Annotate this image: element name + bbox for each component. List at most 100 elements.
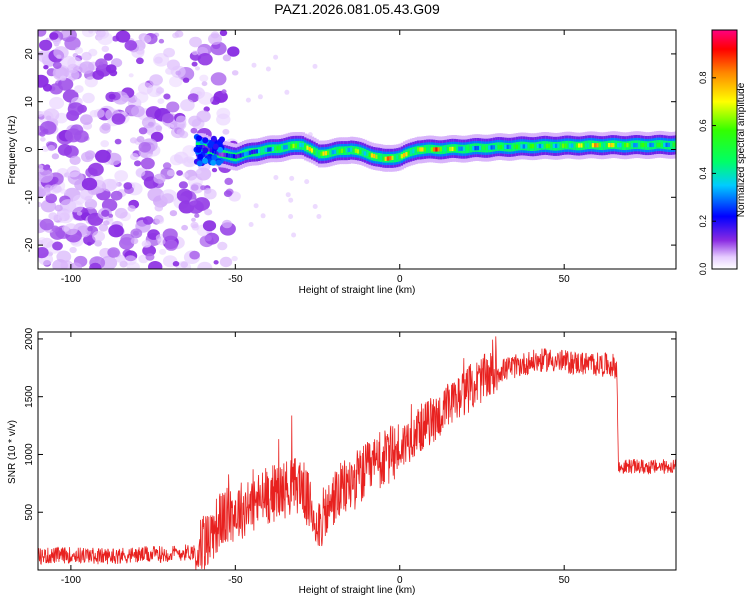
noise-blob (190, 127, 198, 134)
ridge-peak (578, 143, 582, 148)
ridge-peak (214, 150, 218, 155)
ridge-peak (502, 144, 506, 150)
ridge-peak (630, 143, 635, 148)
noise-blob (201, 81, 208, 87)
ridge-peak (582, 143, 586, 148)
noise-blob (251, 62, 257, 68)
ridge-peak (322, 151, 326, 156)
noise-blob (147, 153, 153, 159)
noise-blob (154, 56, 163, 64)
ridge-peak (637, 143, 642, 148)
noise-blob (221, 219, 233, 229)
ridge-peak (552, 143, 556, 148)
noise-blob (120, 233, 135, 246)
ridge-peak (621, 143, 625, 148)
ridge-peak (239, 153, 243, 158)
noise-blob (147, 187, 164, 202)
ridge-peak (571, 143, 575, 148)
noise-blob (39, 131, 46, 137)
ridge-peak (281, 145, 285, 150)
ridge-peak (541, 143, 545, 149)
ridge-peak (515, 144, 519, 149)
ridge-peak (430, 147, 434, 152)
ridge-peak (518, 144, 522, 149)
x-tick-label: -100 (61, 575, 81, 586)
noise-blob (51, 153, 60, 160)
ridge-peak (327, 150, 331, 155)
x-tick-label: 0 (397, 575, 403, 586)
ridge-cluster (196, 135, 202, 142)
y-tick-label: 1000 (24, 443, 35, 466)
ridge-peak (271, 146, 275, 152)
ridge-peak (469, 146, 473, 151)
ridge-peak (248, 150, 252, 155)
noise-blob (165, 67, 174, 75)
colorbar-frame (711, 29, 738, 270)
ridge-peak (476, 145, 480, 151)
noise-blob (273, 175, 279, 180)
noise-blob (45, 193, 57, 204)
noise-blob (149, 74, 163, 86)
noise-blob (157, 238, 166, 246)
noise-blob (41, 145, 50, 152)
noise-blob (92, 230, 106, 242)
noise-blob (130, 153, 139, 161)
ridge-peak (453, 146, 457, 151)
noise-blob (101, 122, 111, 131)
noise-blob (87, 241, 92, 246)
noise-blob (253, 203, 259, 209)
ridge-peak (405, 152, 409, 157)
ridge-peak (389, 156, 393, 161)
noise-blob (100, 255, 118, 269)
ridge-peak (667, 142, 671, 147)
noise-blob (260, 213, 266, 219)
noise-blob (166, 169, 175, 177)
noise-blob (169, 76, 183, 88)
noise-blob (142, 244, 157, 257)
ridge-peak (573, 143, 577, 148)
noise-blob (49, 32, 59, 40)
noise-blob (134, 160, 142, 167)
ridge-peak (520, 144, 524, 149)
noise-blob (80, 114, 93, 125)
y-tick-label: 20 (24, 48, 35, 60)
ridge-peak (649, 142, 653, 148)
ridge-peak (276, 146, 280, 151)
ridge-peak (534, 144, 538, 149)
snr-series-line (38, 336, 676, 570)
ridge-peak (619, 143, 623, 148)
ridge-peak (241, 152, 246, 157)
noise-blob (59, 75, 67, 81)
noise-blob (191, 50, 198, 56)
ridge-peak (347, 147, 351, 152)
ridge-peak (315, 151, 319, 156)
ridge-peak (258, 148, 262, 154)
ridge-peak (465, 146, 469, 151)
ridge-peak (311, 148, 315, 153)
noise-blob (92, 70, 105, 80)
noise-blob (49, 96, 65, 110)
ridge-peak (674, 142, 676, 147)
noise-blob (84, 76, 98, 88)
noise-blob (183, 156, 197, 168)
noise-blob (69, 262, 82, 269)
ridge-peak (460, 146, 464, 151)
noise-blob (172, 261, 180, 267)
noise-blob (129, 137, 138, 144)
noise-blob (154, 204, 164, 212)
noise-blob (94, 240, 102, 247)
ridge-peak (267, 147, 271, 152)
spectrogram-ylabel: Frequency (Hz) (7, 116, 18, 185)
noise-blob (144, 241, 152, 248)
noise-blob (284, 89, 290, 95)
ridge-peak (361, 150, 365, 155)
ridge-peak (320, 151, 324, 156)
ridge-peak (380, 156, 384, 161)
ridge-peak (200, 145, 204, 150)
noise-blob (66, 165, 81, 178)
noise-blob (171, 126, 185, 139)
ridge-peak (345, 148, 349, 153)
noise-blob (190, 221, 199, 229)
noise-blob (140, 157, 155, 170)
noise-blob (134, 91, 149, 104)
